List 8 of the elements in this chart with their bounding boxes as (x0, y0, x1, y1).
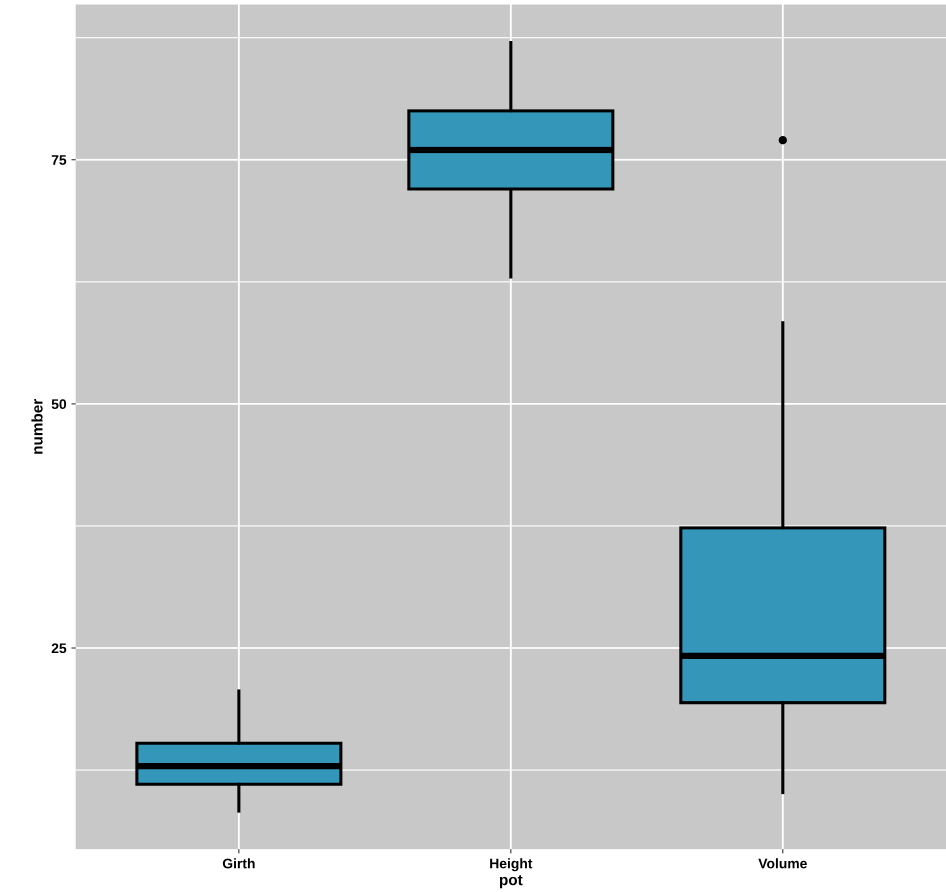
y-tick-label: 50 (52, 399, 66, 410)
y-axis-title: number (31, 399, 43, 454)
x-tick-label: Girth (222, 858, 255, 868)
x-tick-label: Volume (758, 858, 807, 868)
y-tick-label: 75 (52, 155, 66, 165)
x-tick-label: Height (490, 858, 532, 872)
x-axis-title: pot (500, 875, 523, 888)
y-tick-label: 25 (52, 643, 66, 654)
